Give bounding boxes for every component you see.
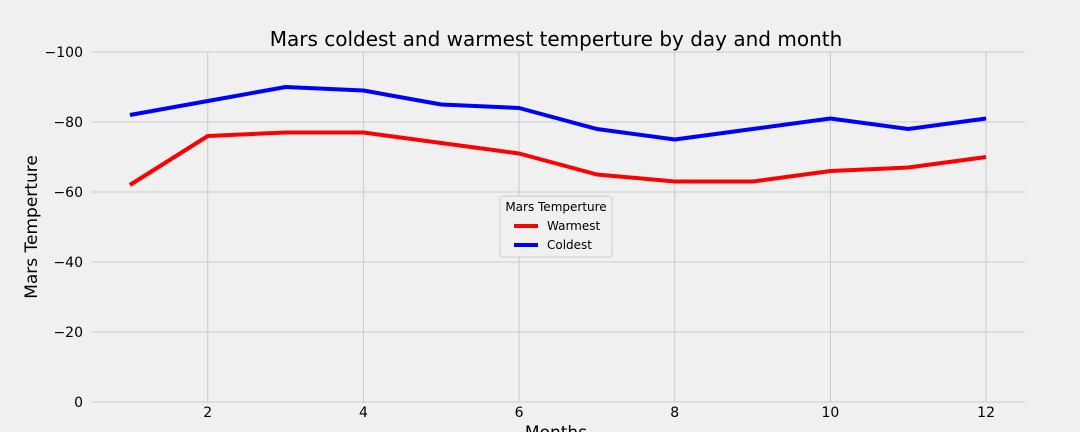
legend: Mars Temperture Warmest Coldest [499, 195, 613, 258]
x-tick-label: 8 [670, 405, 679, 421]
x-tick-label: 10 [822, 405, 840, 421]
series-line-warmest [128, 130, 987, 187]
x-tick-label: 12 [977, 405, 995, 421]
y-tick-label: −100 [45, 45, 83, 61]
legend-label-coldest: Coldest [547, 238, 592, 252]
tick-labels: 2 4 6 8 10 12 0 −20 −40 −60 −80 −100 [45, 45, 995, 421]
x-tick-label: 2 [203, 405, 212, 421]
x-axis-label: Months [525, 423, 587, 432]
chart-title: Mars coldest and warmest temperture by d… [270, 27, 843, 51]
y-axis-label: Mars Temperture [22, 155, 42, 299]
y-tick-label: −40 [53, 255, 83, 271]
y-tick-label: −20 [53, 325, 83, 341]
legend-label-warmest: Warmest [547, 219, 600, 233]
y-tick-label: −80 [53, 115, 83, 131]
series-lines [128, 85, 987, 187]
x-tick-label: 4 [359, 405, 368, 421]
y-tick-label: −60 [53, 185, 83, 201]
series-line-coldest [129, 85, 987, 142]
legend-title: Mars Temperture [505, 200, 606, 214]
y-tick-label: 0 [74, 395, 83, 411]
x-tick-label: 6 [515, 405, 524, 421]
legend-frame [499, 195, 613, 258]
